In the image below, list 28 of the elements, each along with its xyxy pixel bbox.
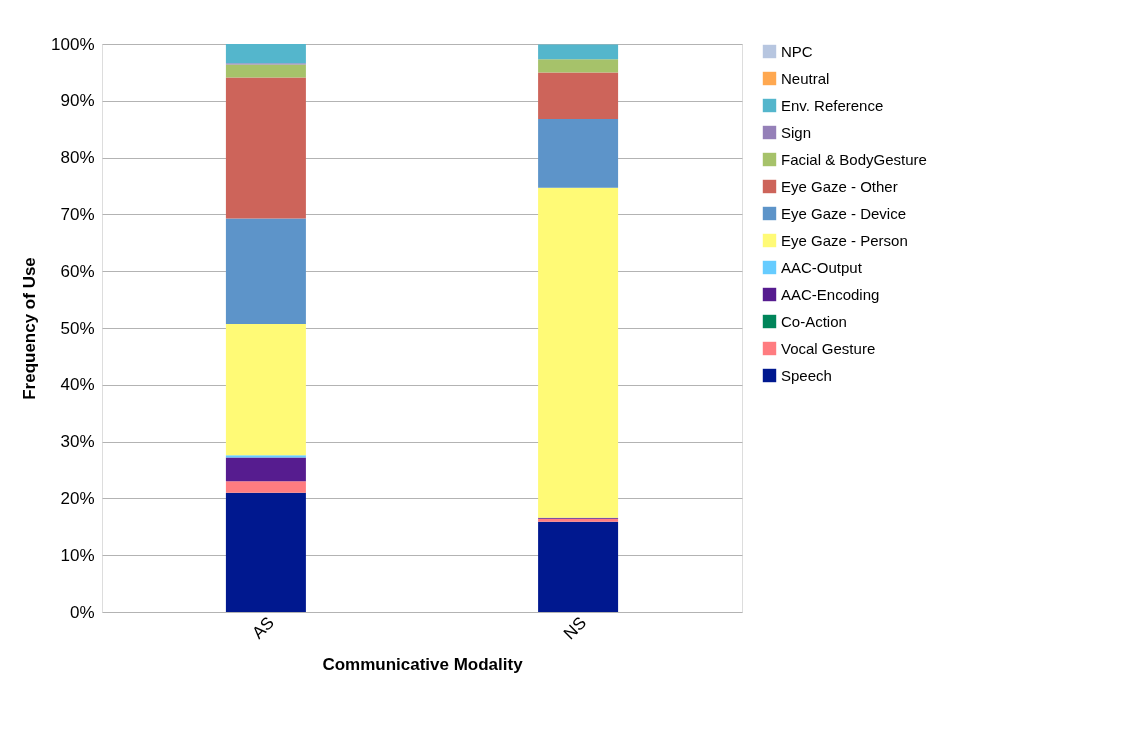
- legend-label: Facial & BodyGesture: [781, 150, 927, 168]
- legend-label: AAC-Output: [781, 258, 863, 276]
- legend-label: Eye Gaze - Person: [781, 231, 908, 249]
- legend-label: Co-Action: [781, 312, 847, 330]
- y-tick-label: 0%: [69, 602, 95, 622]
- legend-label: Neutral: [781, 69, 830, 87]
- y-tick-label: 100%: [51, 34, 95, 54]
- y-tick-label: 30%: [60, 432, 95, 452]
- legend-label: Sign: [781, 123, 812, 141]
- y-tick-label: 60%: [60, 261, 95, 281]
- y-tick-label: 90%: [60, 91, 95, 111]
- y-tick-label: 40%: [60, 375, 95, 395]
- y-tick-label: 20%: [60, 488, 95, 508]
- y-tick-label: 10%: [60, 545, 95, 565]
- legend-label: Speech: [781, 366, 832, 384]
- y-tick-label: 70%: [60, 204, 95, 224]
- legend-label: AAC-Encoding: [781, 285, 880, 303]
- legend-label: Eye Gaze - Device: [781, 204, 907, 222]
- legend-label: Eye Gaze - Other: [781, 177, 898, 195]
- y-tick-label: 80%: [60, 148, 95, 168]
- x-tick-label: NS: [559, 613, 591, 644]
- x-tick-label: AS: [248, 613, 278, 643]
- legend-label: Env. Reference: [781, 96, 884, 114]
- legend-label: NPC: [781, 42, 813, 60]
- y-axis-title: Frequency of Use: [20, 257, 40, 400]
- legend-label: Vocal Gesture: [781, 339, 876, 357]
- x-axis-title: Communicative Modality: [322, 654, 524, 674]
- y-tick-label: 50%: [60, 318, 95, 338]
